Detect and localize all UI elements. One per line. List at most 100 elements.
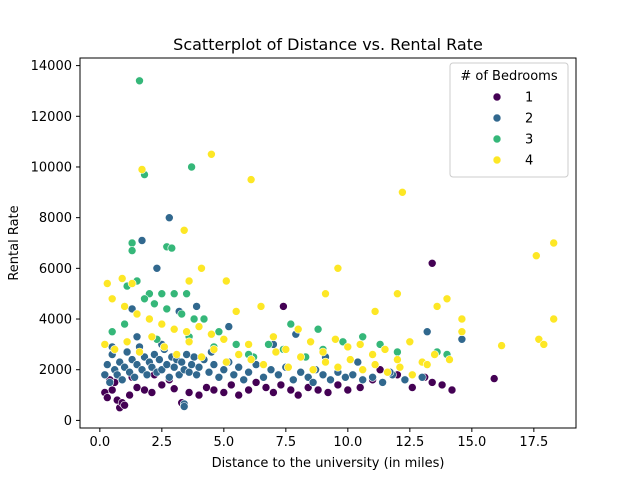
data-point-bedrooms-2: [137, 365, 147, 375]
data-point-bedrooms-4: [207, 150, 216, 159]
data-point-bedrooms-4: [246, 175, 256, 184]
data-point-bedrooms-1: [293, 390, 303, 400]
legend-marker: [492, 155, 502, 165]
data-point-bedrooms-2: [105, 378, 115, 387]
data-point-bedrooms-1: [120, 400, 129, 410]
data-point-bedrooms-4: [100, 340, 110, 349]
data-point-bedrooms-4: [318, 347, 328, 357]
plot-frame: [79, 57, 577, 429]
data-point-bedrooms-2: [152, 263, 162, 273]
data-point-bedrooms-1: [427, 378, 437, 387]
data-point-bedrooms-4: [194, 322, 204, 331]
points-layer: [100, 76, 559, 413]
data-point-bedrooms-2: [266, 365, 276, 375]
data-point-bedrooms-2: [378, 378, 387, 387]
data-point-bedrooms-4: [306, 337, 315, 347]
data-point-bedrooms-2: [179, 402, 189, 411]
data-point-bedrooms-4: [497, 341, 506, 350]
data-point-bedrooms-3: [120, 319, 129, 329]
data-point-bedrooms-4: [197, 352, 206, 362]
x-tick-label: 0.0: [89, 435, 110, 450]
data-point-bedrooms-1: [437, 380, 447, 390]
data-point-bedrooms-4: [430, 350, 439, 359]
data-point-bedrooms-2: [165, 372, 174, 382]
y-tick-label: 4000: [39, 313, 72, 328]
data-point-bedrooms-4: [219, 334, 229, 344]
data-point-bedrooms-1: [333, 380, 343, 390]
data-point-bedrooms-1: [202, 383, 211, 392]
data-point-bedrooms-2: [204, 367, 214, 377]
data-point-bedrooms-2: [214, 372, 224, 382]
data-point-bedrooms-4: [539, 340, 549, 349]
data-point-bedrooms-3: [187, 162, 196, 172]
data-point-bedrooms-4: [179, 226, 189, 235]
data-point-bedrooms-4: [182, 327, 191, 337]
x-tick-label: 12.5: [395, 435, 424, 450]
data-point-bedrooms-3: [264, 340, 273, 349]
data-point-bedrooms-2: [150, 350, 159, 359]
data-point-bedrooms-4: [345, 355, 355, 364]
data-point-bedrooms-2: [155, 355, 164, 364]
data-point-bedrooms-3: [162, 304, 172, 314]
data-point-bedrooms-4: [197, 263, 206, 273]
data-point-bedrooms-1: [107, 385, 117, 395]
data-point-bedrooms-4: [531, 251, 541, 260]
data-point-bedrooms-4: [103, 279, 112, 288]
data-point-bedrooms-2: [125, 367, 134, 377]
data-point-bedrooms-4: [246, 355, 256, 364]
data-point-bedrooms-2: [132, 360, 142, 369]
data-point-bedrooms-2: [308, 378, 318, 387]
legend-box: [449, 62, 569, 178]
data-point-bedrooms-4: [259, 360, 268, 369]
data-point-bedrooms-4: [393, 355, 402, 364]
data-point-bedrooms-4: [269, 332, 278, 342]
data-point-bedrooms-2: [229, 370, 239, 380]
data-point-bedrooms-2: [457, 334, 467, 344]
data-point-bedrooms-1: [125, 390, 134, 400]
data-point-bedrooms-4: [107, 294, 117, 304]
data-point-bedrooms-2: [358, 375, 368, 385]
data-point-bedrooms-4: [333, 263, 343, 273]
data-point-bedrooms-2: [192, 302, 201, 311]
data-point-bedrooms-3: [157, 289, 167, 299]
data-point-bedrooms-3: [189, 314, 199, 324]
data-point-bedrooms-2: [194, 362, 204, 372]
data-point-bedrooms-4: [308, 365, 318, 375]
data-point-bedrooms-3: [313, 324, 323, 334]
data-point-bedrooms-1: [489, 374, 499, 383]
data-point-bedrooms-4: [244, 340, 253, 349]
data-point-bedrooms-2: [209, 360, 219, 369]
data-point-bedrooms-4: [395, 362, 405, 372]
data-point-bedrooms-4: [368, 350, 377, 359]
data-point-bedrooms-3: [169, 289, 179, 299]
data-point-bedrooms-3: [127, 238, 137, 248]
data-point-bedrooms-4: [184, 276, 194, 286]
data-point-bedrooms-1: [276, 380, 286, 390]
data-point-bedrooms-4: [549, 238, 559, 248]
data-point-bedrooms-1: [234, 390, 243, 400]
data-point-bedrooms-4: [432, 302, 442, 311]
data-point-bedrooms-1: [343, 385, 353, 395]
data-point-bedrooms-4: [145, 314, 154, 324]
data-point-bedrooms-2: [100, 370, 110, 380]
data-point-bedrooms-3: [199, 314, 209, 324]
data-point-bedrooms-2: [326, 375, 335, 385]
y-axis-label: Rental Rate: [7, 205, 22, 280]
data-point-bedrooms-3: [107, 327, 117, 337]
data-point-bedrooms-3: [214, 327, 224, 337]
data-point-bedrooms-2: [259, 372, 268, 382]
data-point-bedrooms-4: [383, 367, 392, 377]
legend-title: # of Bedrooms: [460, 69, 557, 84]
data-point-bedrooms-4: [283, 362, 293, 372]
data-point-bedrooms-1: [244, 385, 253, 395]
data-point-bedrooms-2: [234, 362, 243, 372]
data-point-bedrooms-1: [169, 384, 179, 394]
data-point-bedrooms-3: [127, 246, 137, 255]
data-point-bedrooms-4: [534, 334, 544, 344]
data-point-bedrooms-2: [157, 365, 167, 375]
data-point-bedrooms-1: [286, 385, 296, 395]
data-point-bedrooms-4: [147, 332, 157, 342]
data-point-bedrooms-2: [348, 370, 358, 380]
data-point-bedrooms-3: [177, 309, 186, 319]
